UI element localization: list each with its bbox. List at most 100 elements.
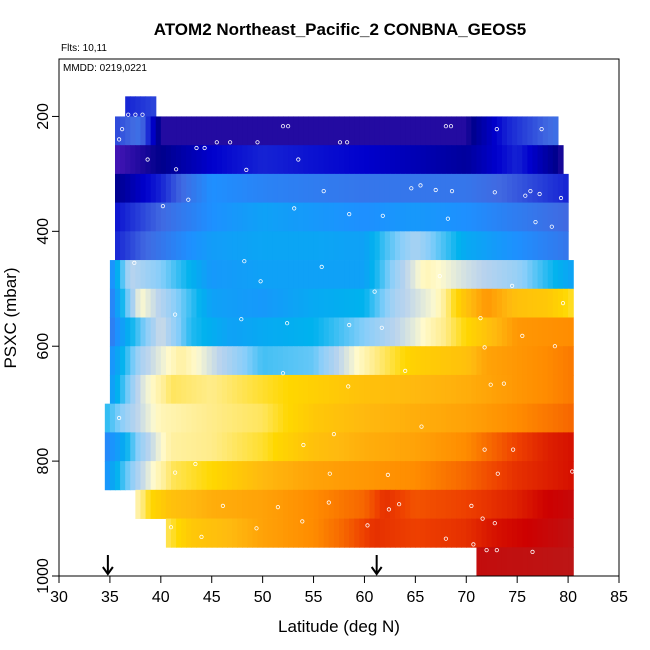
heatmap-cell <box>522 116 528 146</box>
heatmap-cell <box>298 432 304 462</box>
heatmap-cell <box>552 288 559 318</box>
heatmap-cell <box>542 346 549 376</box>
heatmap-cell <box>277 432 284 462</box>
heatmap-cell <box>354 116 360 146</box>
heatmap-cell <box>522 461 528 491</box>
heatmap-cell <box>242 346 248 376</box>
heatmap-cell <box>130 202 136 232</box>
heatmap-cell <box>354 173 360 204</box>
heatmap-cell <box>400 489 406 519</box>
sample-marker <box>533 220 538 225</box>
heatmap-cell <box>491 173 498 204</box>
heatmap-cell <box>288 202 294 232</box>
heatmap-cell <box>191 116 198 146</box>
heatmap-cell <box>135 173 142 204</box>
heatmap-cell <box>415 145 422 175</box>
heatmap-cell <box>557 461 564 491</box>
heatmap-cell <box>512 317 518 347</box>
heatmap-cell <box>420 260 427 290</box>
heatmap-cell <box>456 432 462 462</box>
heatmap-cell <box>277 346 284 376</box>
heatmap-cell <box>486 461 493 491</box>
heatmap-cell <box>461 202 467 232</box>
heatmap-cell <box>496 288 503 318</box>
heatmap-cell <box>400 145 406 175</box>
heatmap-cell <box>272 489 279 519</box>
heatmap-cell <box>395 173 401 204</box>
heatmap-cell <box>109 346 116 376</box>
sample-marker <box>186 197 191 202</box>
heatmap-cell <box>191 461 198 491</box>
heatmap-cell <box>308 489 315 519</box>
heatmap-cell <box>125 346 131 376</box>
heatmap-cell <box>237 260 243 290</box>
heatmap-cell <box>313 173 320 204</box>
heatmap-cell <box>344 202 350 232</box>
heatmap-cell <box>542 231 549 261</box>
heatmap-cell <box>272 317 279 347</box>
heatmap-cell <box>140 116 147 146</box>
heatmap-cell <box>176 260 182 290</box>
heatmap-cell <box>313 461 320 491</box>
heatmap-cell <box>283 403 289 433</box>
heatmap-cell <box>104 461 111 491</box>
heatmap-cell <box>481 346 488 376</box>
heatmap-cell <box>405 202 411 232</box>
heatmap-cell <box>522 260 528 290</box>
heatmap-cell <box>379 461 386 491</box>
heatmap-cell <box>160 202 167 232</box>
heatmap-cell <box>242 374 248 405</box>
heatmap-cell <box>283 489 289 519</box>
heatmap-cell <box>410 231 416 261</box>
heatmap-cell <box>445 518 452 548</box>
heatmap-cell <box>262 317 269 347</box>
heatmap-cell <box>328 116 335 146</box>
heatmap-cell <box>430 518 437 548</box>
heatmap-cell <box>191 432 198 462</box>
heatmap-cell <box>512 374 518 405</box>
heatmap-cell <box>145 346 152 376</box>
heatmap-cell <box>349 374 355 405</box>
heatmap-cell <box>125 432 131 462</box>
heatmap-cell <box>333 461 340 491</box>
heatmap-cell <box>354 288 360 318</box>
heatmap-cell <box>308 461 315 491</box>
x-tick-label: 80 <box>559 589 577 606</box>
heatmap-cell <box>323 288 330 318</box>
heatmap-cell <box>120 145 126 175</box>
heatmap-cell <box>501 173 508 204</box>
heatmap-cell <box>333 346 340 376</box>
heatmap-cell <box>211 231 218 261</box>
heatmap-cell <box>476 518 483 548</box>
heatmap-cell <box>552 403 559 433</box>
heatmap-cell <box>481 432 488 462</box>
heatmap-cell <box>410 518 416 548</box>
heatmap-cell <box>221 317 228 347</box>
heatmap-cell <box>537 317 544 347</box>
heatmap-cell <box>440 374 447 405</box>
heatmap-cell <box>369 145 376 175</box>
heatmap-cell <box>277 403 284 433</box>
sample-markers <box>117 112 575 555</box>
heatmap-cell <box>237 346 243 376</box>
heatmap-cell <box>216 461 223 491</box>
heatmap-cell <box>339 231 345 261</box>
heatmap-cell <box>359 403 366 433</box>
heatmap-cell <box>283 231 289 261</box>
heatmap-cell <box>262 145 269 175</box>
heatmap-cell <box>318 489 325 519</box>
heatmap-cell <box>395 231 401 261</box>
heatmap-cell <box>196 173 203 204</box>
sample-marker <box>510 447 516 452</box>
heatmap-cell <box>242 116 248 146</box>
heatmap-cell <box>466 346 472 376</box>
heatmap-cell <box>339 432 345 462</box>
flights-note: Flts: 10,11 <box>61 43 107 54</box>
sample-marker <box>347 212 352 217</box>
heatmap-cell <box>165 374 172 405</box>
heatmap-cell <box>369 202 376 232</box>
heatmap-cell <box>542 374 549 405</box>
heatmap-cell <box>140 432 147 462</box>
sample-marker <box>132 260 137 265</box>
heatmap-cell <box>420 518 427 548</box>
